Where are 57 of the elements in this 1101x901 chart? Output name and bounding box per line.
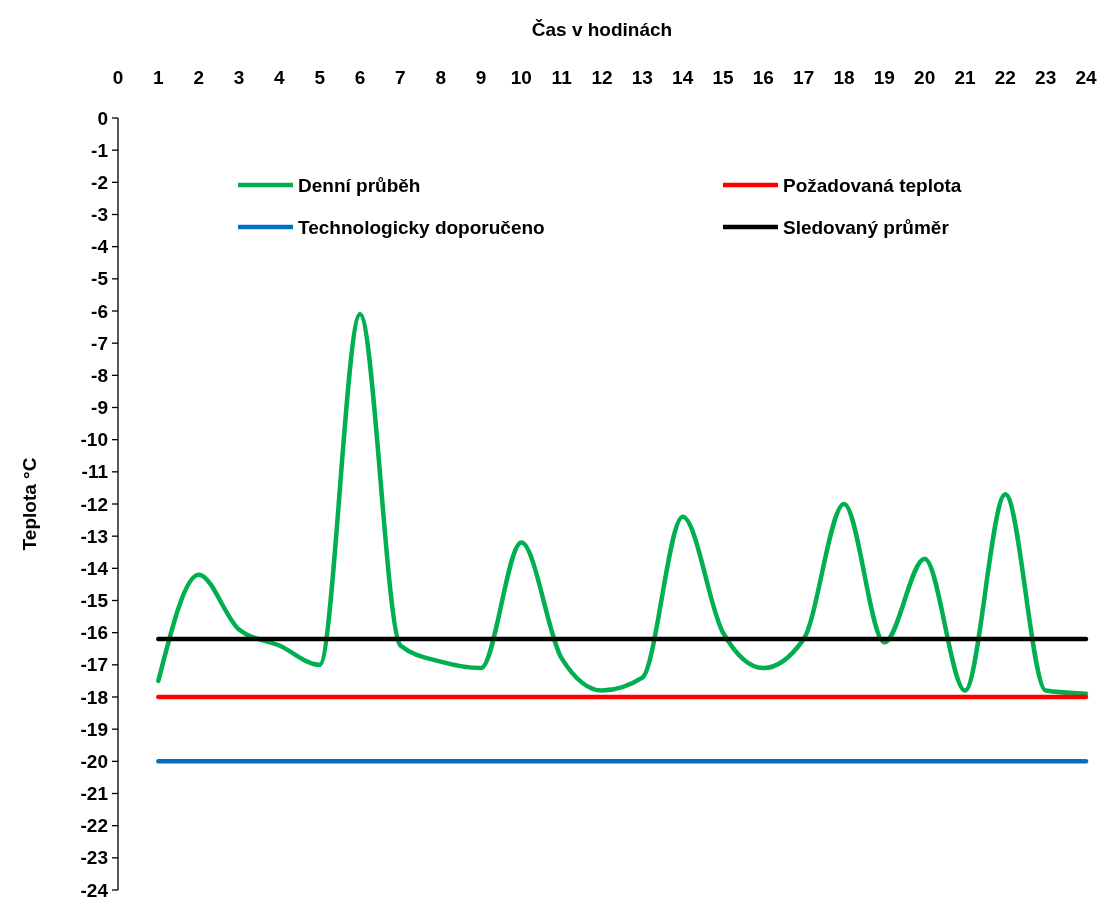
y-tick-label: -9 — [91, 397, 108, 419]
x-tick-label: 9 — [475, 67, 487, 88]
x-tick-label: 14 — [672, 67, 694, 88]
x-axis-title: Čas v hodinách — [531, 19, 673, 40]
y-axis-title: Teplota °C — [19, 457, 40, 551]
x-tick-label: 4 — [274, 67, 286, 88]
x-tick-label: 20 — [914, 67, 936, 88]
y-tick-label: -10 — [80, 429, 108, 451]
y-tick-label: -6 — [91, 300, 108, 322]
legend-label: Denní průběh — [298, 174, 421, 196]
y-tick-label: -24 — [80, 879, 109, 901]
line-series — [156, 311, 1089, 697]
x-tick-label: 6 — [354, 67, 366, 88]
y-tick-label: -19 — [80, 718, 108, 740]
y-tick-label: -7 — [91, 332, 108, 354]
x-tick-label: 18 — [833, 67, 855, 88]
legend-label: Sledovaný průměr — [783, 216, 950, 238]
x-tick-label: 19 — [873, 67, 895, 88]
y-tick-label: -13 — [80, 525, 108, 547]
y-tick-label: -5 — [91, 268, 109, 290]
x-tick-label: 11 — [551, 67, 573, 88]
x-tick-label: 16 — [752, 67, 774, 88]
y-tick-label: -2 — [91, 171, 108, 193]
y-tick-label: -18 — [80, 686, 108, 708]
y-tick-label: -1 — [91, 139, 109, 161]
y-tick-label: -4 — [91, 236, 109, 258]
y-tick-label: -14 — [80, 557, 109, 579]
y-tick-label: -8 — [91, 364, 108, 386]
y-tick-label: 0 — [97, 107, 108, 129]
x-tick-label: 15 — [712, 67, 734, 88]
y-tick-label: -17 — [80, 654, 108, 676]
y-tick-label: -21 — [80, 783, 109, 805]
x-tick-label: 24 — [1075, 67, 1097, 88]
y-tick-label: -23 — [80, 847, 108, 869]
y-tick-label: -22 — [80, 815, 108, 837]
y-tick-label: -20 — [80, 750, 108, 772]
x-tick-label: 23 — [1035, 67, 1057, 88]
legend-label: Technologicky doporučeno — [298, 216, 545, 238]
x-tick-label: 22 — [994, 67, 1016, 88]
x-tick-label: 8 — [435, 67, 446, 88]
x-tick-label: 2 — [193, 67, 204, 88]
y-tick-label: -12 — [80, 493, 108, 515]
x-tick-label: 10 — [510, 67, 532, 88]
x-tick-label: 7 — [395, 67, 406, 88]
y-tick-label: -15 — [80, 590, 109, 612]
x-tick-label: 0 — [112, 67, 124, 88]
y-tick-label: -3 — [91, 204, 108, 226]
x-tick-label: 12 — [591, 67, 613, 88]
x-tick-label: 3 — [233, 67, 245, 88]
x-tick-label: 21 — [954, 67, 976, 88]
legend-label: Požadovaná teplota — [783, 174, 962, 196]
x-tick-label: 13 — [631, 67, 653, 88]
y-tick-label: -11 — [81, 461, 109, 483]
x-tick-label: 5 — [314, 67, 326, 88]
x-tick-label: 17 — [793, 67, 815, 88]
y-tick-label: -16 — [80, 622, 108, 644]
x-tick-label: 1 — [153, 67, 165, 88]
